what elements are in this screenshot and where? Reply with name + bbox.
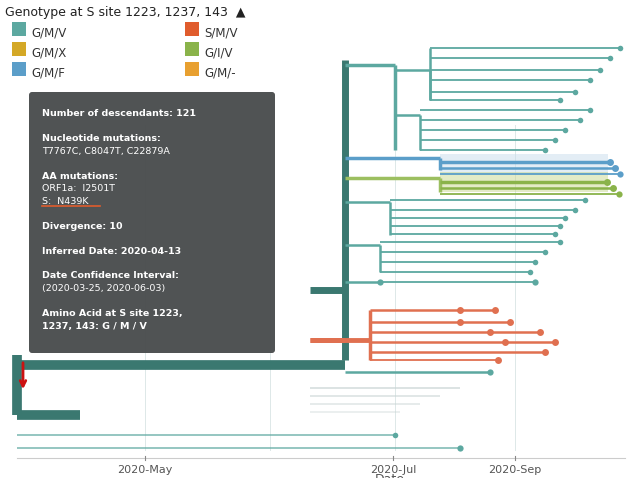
Text: 2020-Jul: 2020-Jul xyxy=(370,465,416,475)
Text: G/I/V: G/I/V xyxy=(204,46,232,59)
Text: T7767C, C8047T, C22879A: T7767C, C8047T, C22879A xyxy=(42,146,170,155)
Bar xyxy=(440,154,608,174)
Text: Amino Acid at S site 1223,: Amino Acid at S site 1223, xyxy=(42,309,182,318)
Text: G/M/F: G/M/F xyxy=(31,66,65,79)
Text: Genotype at S site 1223, 1237, 143  ▲: Genotype at S site 1223, 1237, 143 ▲ xyxy=(5,6,245,19)
Text: Divergence: 10: Divergence: 10 xyxy=(42,221,122,230)
Bar xyxy=(12,22,26,36)
Text: Date: Date xyxy=(375,473,405,478)
Text: Nucleotide mutations:: Nucleotide mutations: xyxy=(42,134,161,143)
Bar xyxy=(12,62,26,76)
Text: Date Confidence Interval:: Date Confidence Interval: xyxy=(42,272,179,281)
Text: Number of descendants: 121: Number of descendants: 121 xyxy=(42,109,196,118)
FancyBboxPatch shape xyxy=(29,92,275,353)
Text: AA mutations:: AA mutations: xyxy=(42,172,118,181)
Text: G/M/X: G/M/X xyxy=(31,46,66,59)
Bar xyxy=(185,42,199,56)
Bar xyxy=(185,62,199,76)
Text: Inferred Date: 2020-04-13: Inferred Date: 2020-04-13 xyxy=(42,247,181,256)
Text: G/M/V: G/M/V xyxy=(31,26,66,39)
Text: G/M/-: G/M/- xyxy=(204,66,235,79)
Text: 2020-May: 2020-May xyxy=(117,465,173,475)
Text: ORF1a:  I2501T: ORF1a: I2501T xyxy=(42,184,115,193)
Text: 1237, 143: G / M / V: 1237, 143: G / M / V xyxy=(42,322,147,330)
Text: 2020-Sep: 2020-Sep xyxy=(488,465,541,475)
Text: S/M/V: S/M/V xyxy=(204,26,237,39)
Text: S:  N439K: S: N439K xyxy=(42,196,88,206)
Bar xyxy=(440,172,608,192)
Text: (2020-03-25, 2020-06-03): (2020-03-25, 2020-06-03) xyxy=(42,284,165,293)
Bar xyxy=(12,42,26,56)
Bar xyxy=(185,22,199,36)
